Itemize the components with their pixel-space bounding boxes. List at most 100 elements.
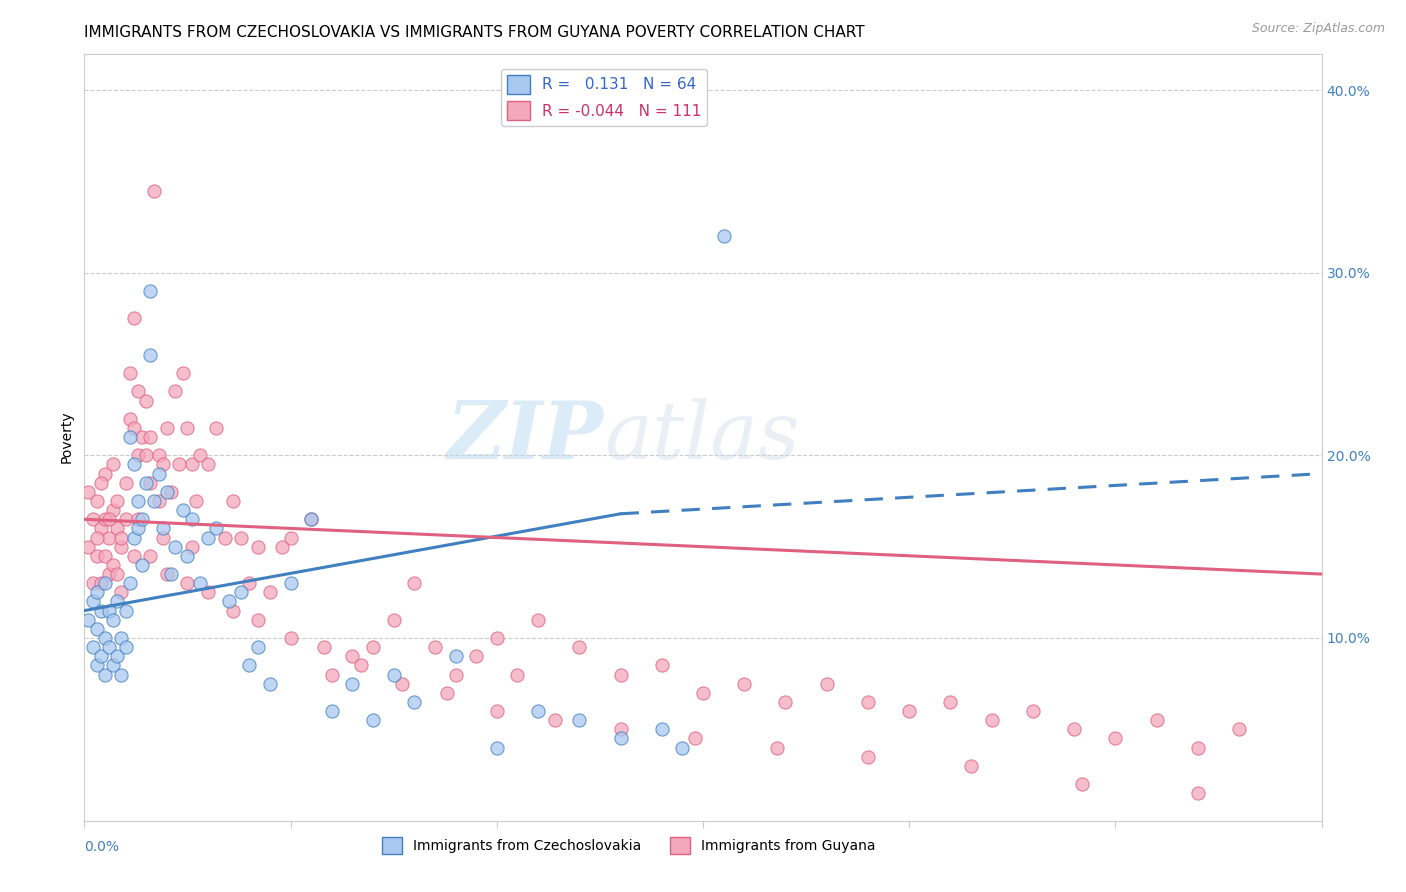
Point <box>188 448 211 462</box>
Point <box>131 430 153 444</box>
Point <box>188 576 211 591</box>
Point <box>103 613 125 627</box>
Point <box>980 713 1002 727</box>
Point <box>176 576 198 591</box>
Point <box>82 640 104 654</box>
Point <box>143 494 166 508</box>
Point <box>105 594 128 608</box>
Point <box>103 558 125 572</box>
Point <box>404 695 426 709</box>
Point <box>77 613 100 627</box>
Point <box>172 366 194 380</box>
Point <box>246 613 269 627</box>
Point <box>160 567 183 582</box>
Point <box>246 540 269 554</box>
Point <box>152 458 174 472</box>
Point <box>139 549 162 563</box>
Point <box>114 640 136 654</box>
Text: Source: ZipAtlas.com: Source: ZipAtlas.com <box>1251 22 1385 36</box>
Point <box>135 448 157 462</box>
Point <box>651 723 673 737</box>
Point <box>105 521 128 535</box>
Point <box>127 448 149 462</box>
Point <box>90 649 112 664</box>
Point <box>229 585 252 599</box>
Point <box>1187 740 1209 755</box>
Point <box>156 484 179 499</box>
Point <box>692 686 714 700</box>
Point <box>671 740 693 755</box>
Point <box>110 667 132 681</box>
Text: ZIP: ZIP <box>447 399 605 475</box>
Point <box>815 676 838 690</box>
Point <box>197 585 219 599</box>
Point <box>139 430 162 444</box>
Point <box>312 640 335 654</box>
Point <box>103 503 125 517</box>
Point <box>82 576 104 591</box>
Point <box>423 640 446 654</box>
Point <box>172 503 194 517</box>
Point <box>94 631 117 645</box>
Point <box>122 458 145 472</box>
Point <box>103 658 125 673</box>
Point <box>77 484 100 499</box>
Y-axis label: Poverty: Poverty <box>59 411 73 463</box>
Point <box>110 540 132 554</box>
Point <box>98 640 121 654</box>
Point <box>1146 713 1168 727</box>
Point <box>1063 723 1085 737</box>
Point <box>527 613 550 627</box>
Point <box>118 576 141 591</box>
Point <box>214 531 236 545</box>
Point <box>543 713 565 727</box>
Point <box>135 475 157 490</box>
Point <box>568 640 591 654</box>
Point <box>98 512 121 526</box>
Point <box>229 531 252 545</box>
Point <box>391 676 413 690</box>
Point <box>160 484 183 499</box>
Point <box>94 512 117 526</box>
Point <box>90 604 112 618</box>
Point <box>86 622 108 636</box>
Point <box>222 494 245 508</box>
Point <box>105 567 128 582</box>
Point <box>382 613 405 627</box>
Point <box>165 384 187 399</box>
Point <box>1071 777 1094 791</box>
Point <box>167 458 190 472</box>
Point <box>94 576 117 591</box>
Point <box>86 658 108 673</box>
Point <box>960 759 983 773</box>
Point <box>148 494 170 508</box>
Point <box>444 649 467 664</box>
Point <box>156 567 179 582</box>
Legend: Immigrants from Czechoslovakia, Immigrants from Guyana: Immigrants from Czechoslovakia, Immigran… <box>375 831 882 860</box>
Point <box>485 631 508 645</box>
Point <box>321 667 343 681</box>
Point <box>299 512 322 526</box>
Point <box>361 640 384 654</box>
Point <box>110 585 132 599</box>
Point <box>1104 731 1126 746</box>
Point <box>110 631 132 645</box>
Point <box>280 531 302 545</box>
Point <box>1227 723 1250 737</box>
Point <box>342 649 364 664</box>
Point <box>246 640 269 654</box>
Point <box>485 740 508 755</box>
Point <box>205 421 228 435</box>
Point <box>77 540 100 554</box>
Point <box>122 421 145 435</box>
Point <box>527 704 550 718</box>
Point <box>139 348 162 362</box>
Point <box>1187 786 1209 800</box>
Point <box>280 631 302 645</box>
Point <box>152 521 174 535</box>
Point <box>98 567 121 582</box>
Point <box>122 549 145 563</box>
Point <box>382 667 405 681</box>
Point <box>114 475 136 490</box>
Point <box>1022 704 1045 718</box>
